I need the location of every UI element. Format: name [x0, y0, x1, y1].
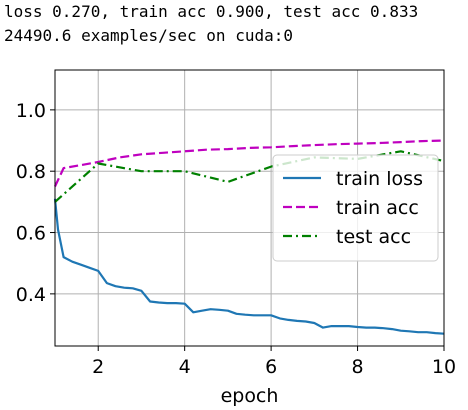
- legend-box: [272, 154, 439, 262]
- series-line-train-loss: [53, 198, 445, 335]
- x-axis-label: epoch: [221, 385, 279, 407]
- plot-frame: [54, 69, 445, 347]
- series-line-train-acc: [54, 139, 445, 187]
- y-tick-label: 1.0: [16, 100, 46, 122]
- console-output: loss 0.270, train acc 0.900, test acc 0.…: [4, 0, 418, 48]
- y-tick-label: 0.6: [16, 223, 46, 245]
- legend-label: train acc: [336, 197, 419, 219]
- console-line-1: loss 0.270, train acc 0.900, test acc 0.…: [4, 2, 419, 21]
- console-line-2: 24490.6 examples/sec on cuda:0: [4, 26, 293, 45]
- x-tick-label: 4: [179, 356, 191, 378]
- y-tick-label: 0.8: [16, 161, 46, 183]
- x-tick-label: 2: [92, 356, 104, 378]
- x-tick-label: 8: [352, 356, 364, 378]
- x-tick-label: 6: [265, 356, 277, 378]
- axis-ticks: 2 4 6 8 10 0.4 0.6 0.8 1.0: [16, 100, 456, 378]
- y-tick-label: 0.4: [16, 284, 46, 306]
- x-tick-label: 10: [432, 356, 456, 378]
- legend-label: train loss: [336, 168, 423, 190]
- legend-label: test acc: [336, 226, 411, 248]
- legend: train loss train acc test acc: [272, 154, 439, 262]
